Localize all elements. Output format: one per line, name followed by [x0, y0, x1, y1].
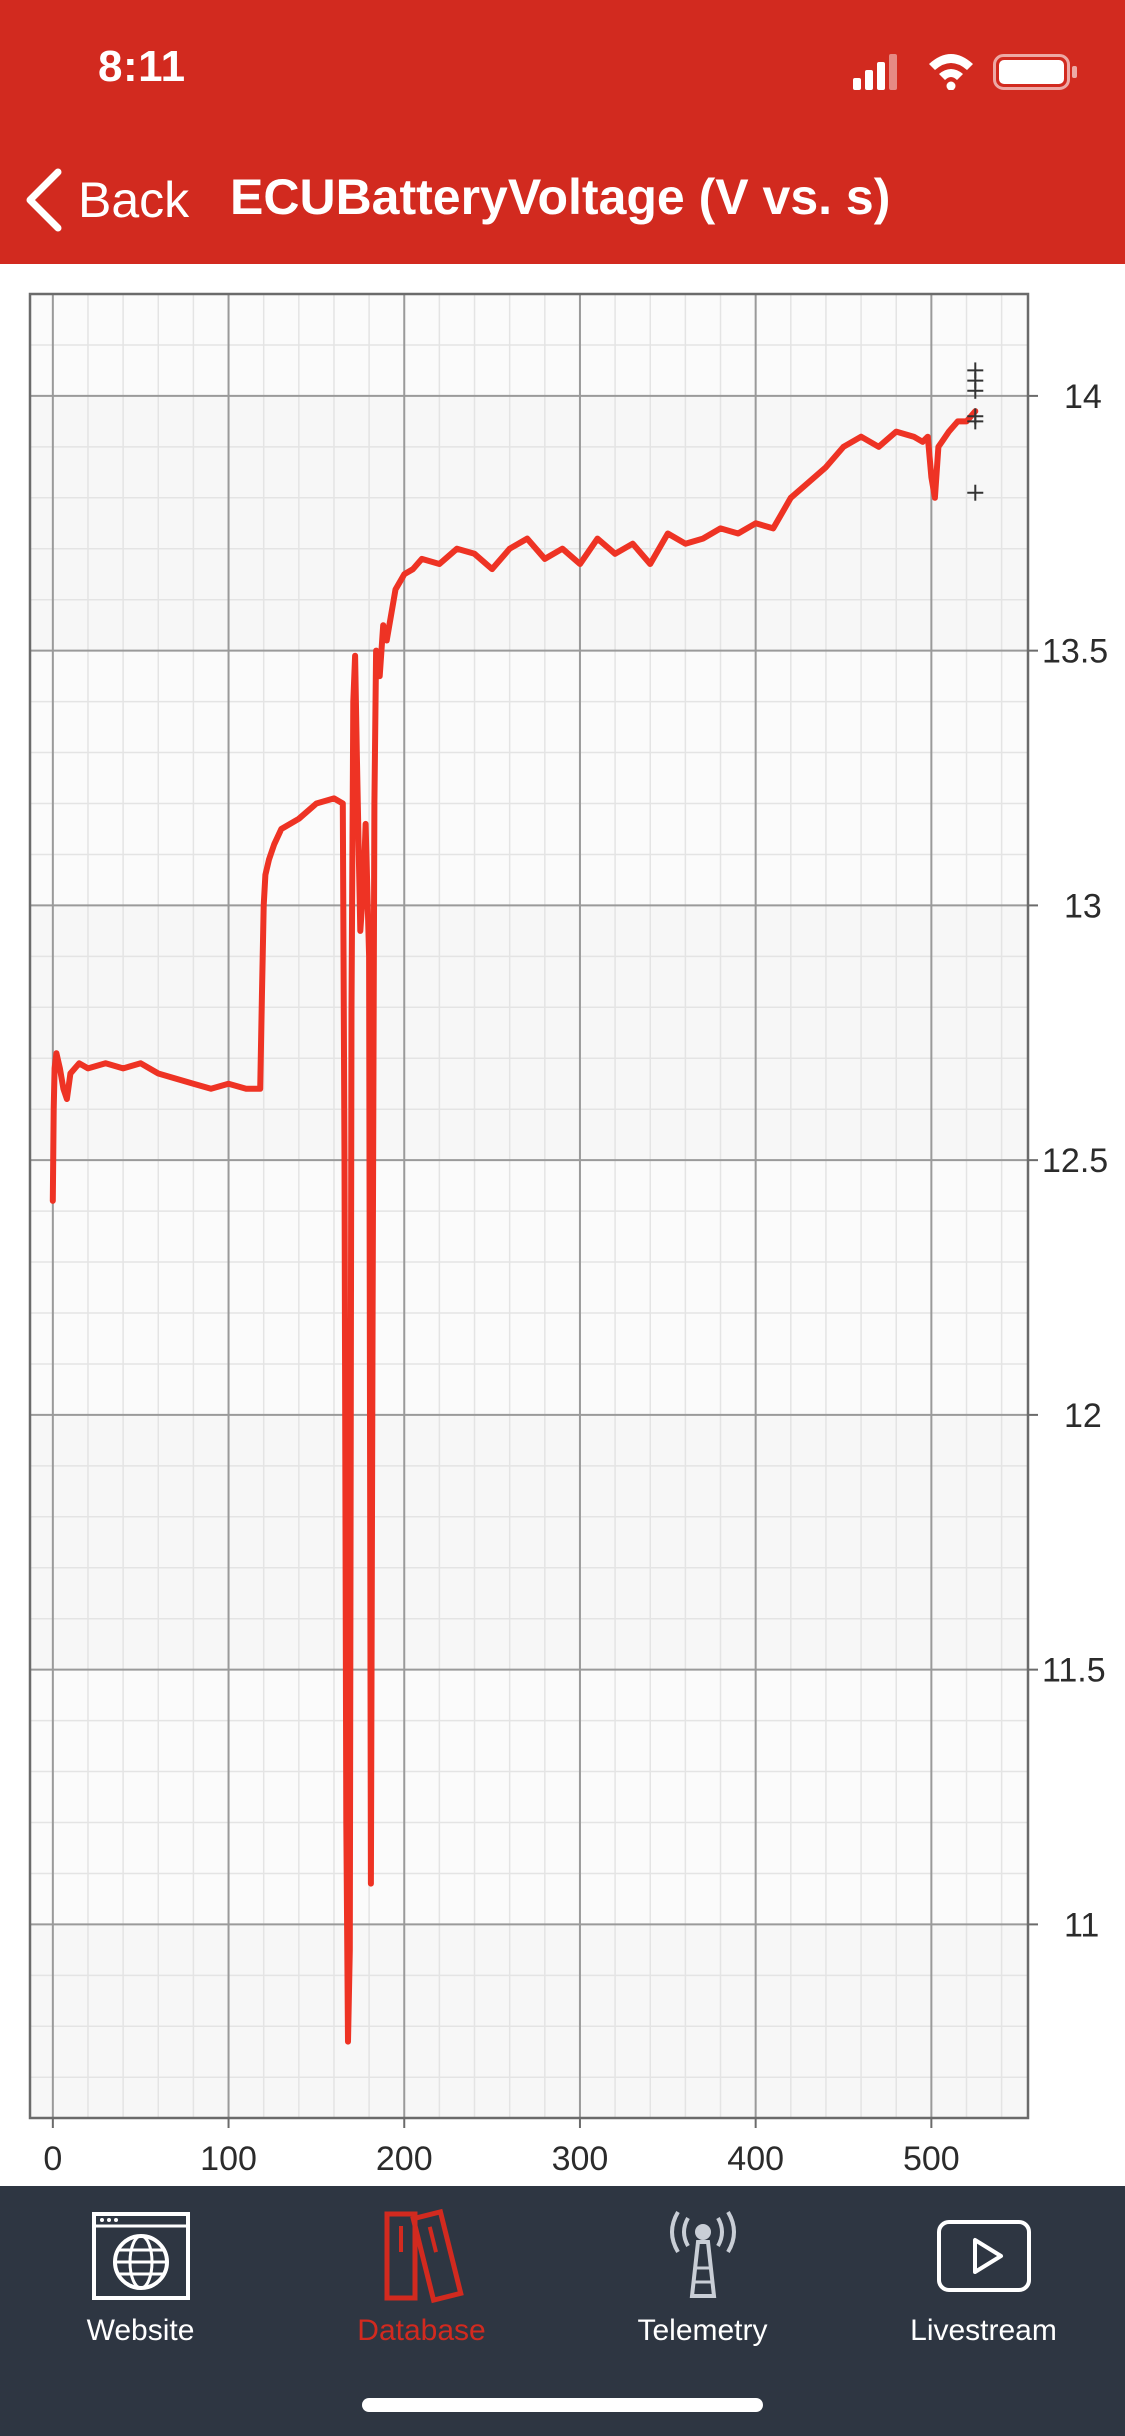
globe-icon	[91, 2212, 190, 2300]
outlier-marker	[967, 484, 984, 501]
outlier-marker	[967, 413, 984, 430]
x-tick-label: 500	[903, 2140, 960, 2178]
x-tick-label: 400	[727, 2140, 784, 2178]
y-tick-label: 13	[1064, 887, 1102, 925]
status-icons	[853, 54, 1077, 90]
tab-label-website: Website	[86, 2314, 195, 2347]
database-binders-icon	[384, 2208, 464, 2304]
tab-label-database: Database	[357, 2314, 486, 2347]
x-tick-label: 300	[552, 2140, 609, 2178]
chart-area[interactable]: 0 100 200 300 400 500 11 11.5 12 12.5 13 13.5 14	[0, 264, 1125, 2186]
antenna-icon	[669, 2210, 736, 2298]
tab-website[interactable]: Website	[0, 2186, 281, 2376]
y-tick-label: 12	[1064, 1397, 1102, 1435]
status-time: 8:11	[98, 42, 186, 91]
y-tick-label: 12.5	[1042, 1142, 1108, 1180]
x-tick-label: 0	[43, 2140, 62, 2178]
y-tick-label: 14	[1064, 378, 1102, 416]
tab-telemetry[interactable]: Telemetry	[562, 2186, 843, 2376]
navigation-header: 8:11 Back ECUBatteryVoltage (V vs. s)	[0, 0, 1125, 264]
series-line-ecu-battery-voltage	[49, 408, 979, 2045]
plot-band	[30, 1669, 1028, 1925]
cellular-signal-icon	[853, 54, 897, 90]
back-label: Back	[78, 172, 190, 228]
tab-label-telemetry: Telemetry	[637, 2314, 768, 2347]
y-tick-label: 11	[1064, 1906, 1099, 1944]
play-icon	[936, 2220, 1031, 2292]
tab-label-livestream: Livestream	[910, 2314, 1057, 2347]
battery-icon	[993, 54, 1077, 90]
y-tick-label: 13.5	[1042, 633, 1108, 671]
tab-database[interactable]: Database	[281, 2186, 562, 2376]
plot-band	[30, 650, 1028, 906]
wifi-icon	[929, 54, 973, 90]
tab-livestream[interactable]: Livestream	[843, 2186, 1124, 2376]
back-button[interactable]: Back	[24, 160, 189, 240]
x-tick-label: 200	[376, 2140, 433, 2178]
outlier-marker	[967, 382, 984, 399]
plot-band	[30, 1160, 1028, 1415]
chevron-left-icon	[26, 168, 62, 232]
home-indicator[interactable]	[362, 2398, 763, 2412]
voltage-chart[interactable]: 0 100 200 300 400 500 11 11.5 12 12.5 13 13.5 14	[0, 264, 1125, 2186]
x-tick-label: 100	[200, 2140, 257, 2178]
page-title: ECUBatteryVoltage (V vs. s)	[230, 169, 891, 225]
plot-frame	[28, 292, 1030, 2120]
y-tick-label: 11.5	[1042, 1652, 1106, 1690]
tab-bar: Website Database Telemetry	[0, 2186, 1125, 2436]
